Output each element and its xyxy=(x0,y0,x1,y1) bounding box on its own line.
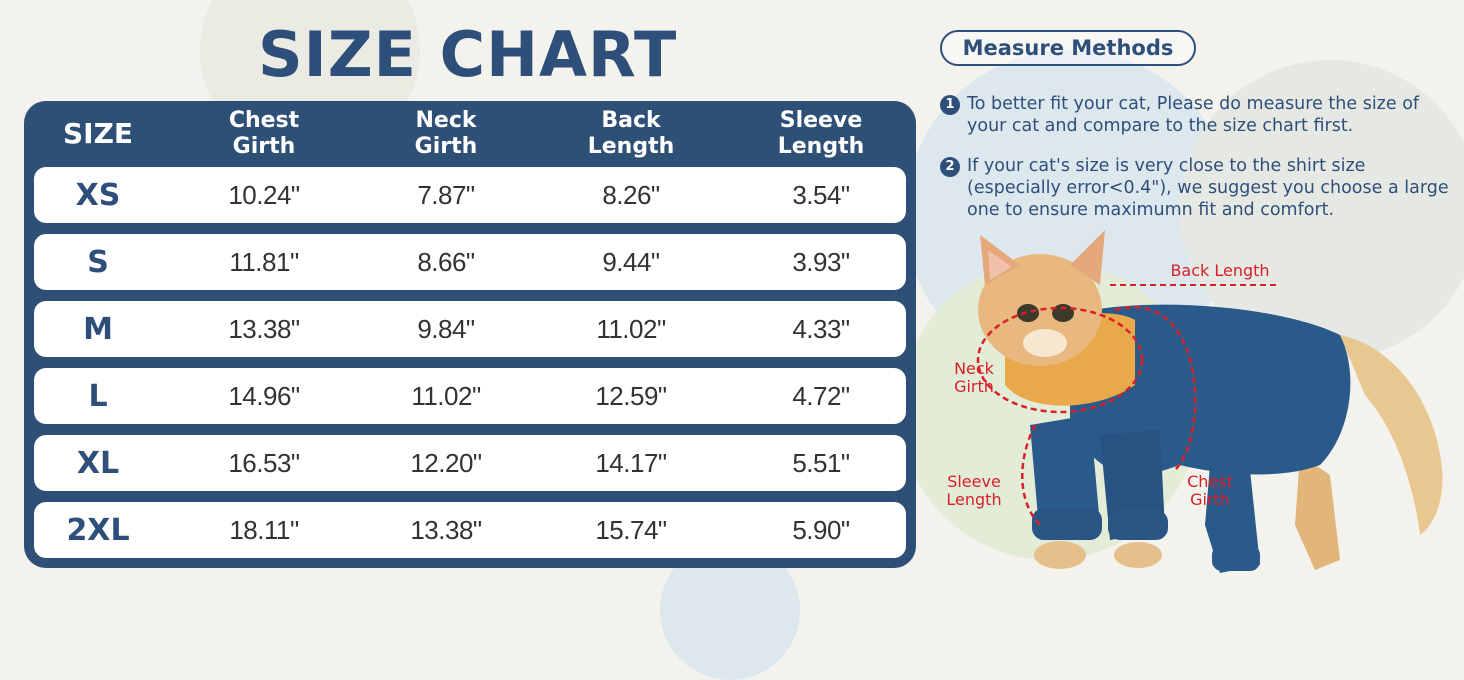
table-row: S 11.81" 8.66" 9.44" 3.93" xyxy=(34,234,906,290)
measure-methods-heading: Measure Methods xyxy=(940,30,1196,66)
table-row: XS 10.24" 7.87" 8.26" 3.54" xyxy=(34,167,906,223)
chest-value: 14.96" xyxy=(228,380,300,411)
size-label: XS xyxy=(75,177,121,213)
size-label: M xyxy=(83,311,113,347)
measure-note-2: 2 If your cat's size is very close to th… xyxy=(940,155,1450,221)
neck-value: 7.87" xyxy=(417,179,475,210)
back-value: 9.44" xyxy=(602,246,660,277)
neck-value: 9.84" xyxy=(417,313,475,344)
measure-note-1: 1 To better fit your cat, Please do meas… xyxy=(940,93,1450,137)
table-row: L 14.96" 11.02" 12.59" 4.72" xyxy=(34,368,906,424)
chest-value: 10.24" xyxy=(228,179,300,210)
chest-value: 16.53" xyxy=(228,447,300,478)
column-header: Chest Girth xyxy=(228,108,300,159)
size-chart-table: SIZE Chest Girth Neck Girth Back Length Sleeve L… xyxy=(24,101,916,568)
column-header: Sleeve Length xyxy=(777,108,865,159)
sleeve-value: 4.33" xyxy=(792,313,850,344)
back-length-label: Back Length xyxy=(1170,261,1270,280)
chest-value: 18.11" xyxy=(229,514,299,545)
page-title: SIZE CHART xyxy=(258,18,678,91)
chest-girth-label: Chest Girth xyxy=(1187,472,1233,509)
size-label: L xyxy=(88,378,108,414)
size-label: S xyxy=(87,244,109,280)
cat-in-sweater-image xyxy=(976,230,1443,573)
neck-value: 11.02" xyxy=(411,380,481,411)
chest-value: 13.38" xyxy=(228,313,300,344)
number-1-icon: 1 xyxy=(940,95,960,115)
sleeve-value: 3.54" xyxy=(792,179,850,210)
sleeve-value: 3.93" xyxy=(792,246,850,277)
sleeve-value: 5.51" xyxy=(792,447,850,478)
back-value: 8.26" xyxy=(602,179,660,210)
neck-girth-label: Neck Girth xyxy=(954,359,994,396)
back-value: 12.59" xyxy=(595,380,667,411)
table-row: M 13.38" 9.84" 11.02" 4.33" xyxy=(34,301,906,357)
back-value: 14.17" xyxy=(595,447,667,478)
neck-value: 8.66" xyxy=(417,246,475,277)
note-text: To better fit your cat, Please do measur… xyxy=(967,94,1420,136)
note-text: If your cat's size is very close to the … xyxy=(967,156,1449,220)
size-label: XL xyxy=(76,445,120,481)
size-label: 2XL xyxy=(66,512,130,548)
neck-value: 12.20" xyxy=(410,447,482,478)
chest-value: 11.81" xyxy=(229,246,299,277)
table-row: 2XL 18.11" 13.38" 15.74" 5.90" xyxy=(34,502,906,558)
column-header: Back Length xyxy=(587,108,675,159)
column-header: Neck Girth xyxy=(414,108,478,159)
sleeve-value: 4.72" xyxy=(792,380,850,411)
sleeve-value: 5.90" xyxy=(792,514,850,545)
back-value: 15.74" xyxy=(595,514,667,545)
number-2-icon: 2 xyxy=(940,157,960,177)
back-value: 11.02" xyxy=(596,313,666,344)
table-row: XL 16.53" 12.20" 14.17" 5.51" xyxy=(34,435,906,491)
column-header: SIZE xyxy=(62,117,133,150)
neck-value: 13.38" xyxy=(410,514,482,545)
sleeve-length-label: Sleeve Length xyxy=(946,472,1002,509)
